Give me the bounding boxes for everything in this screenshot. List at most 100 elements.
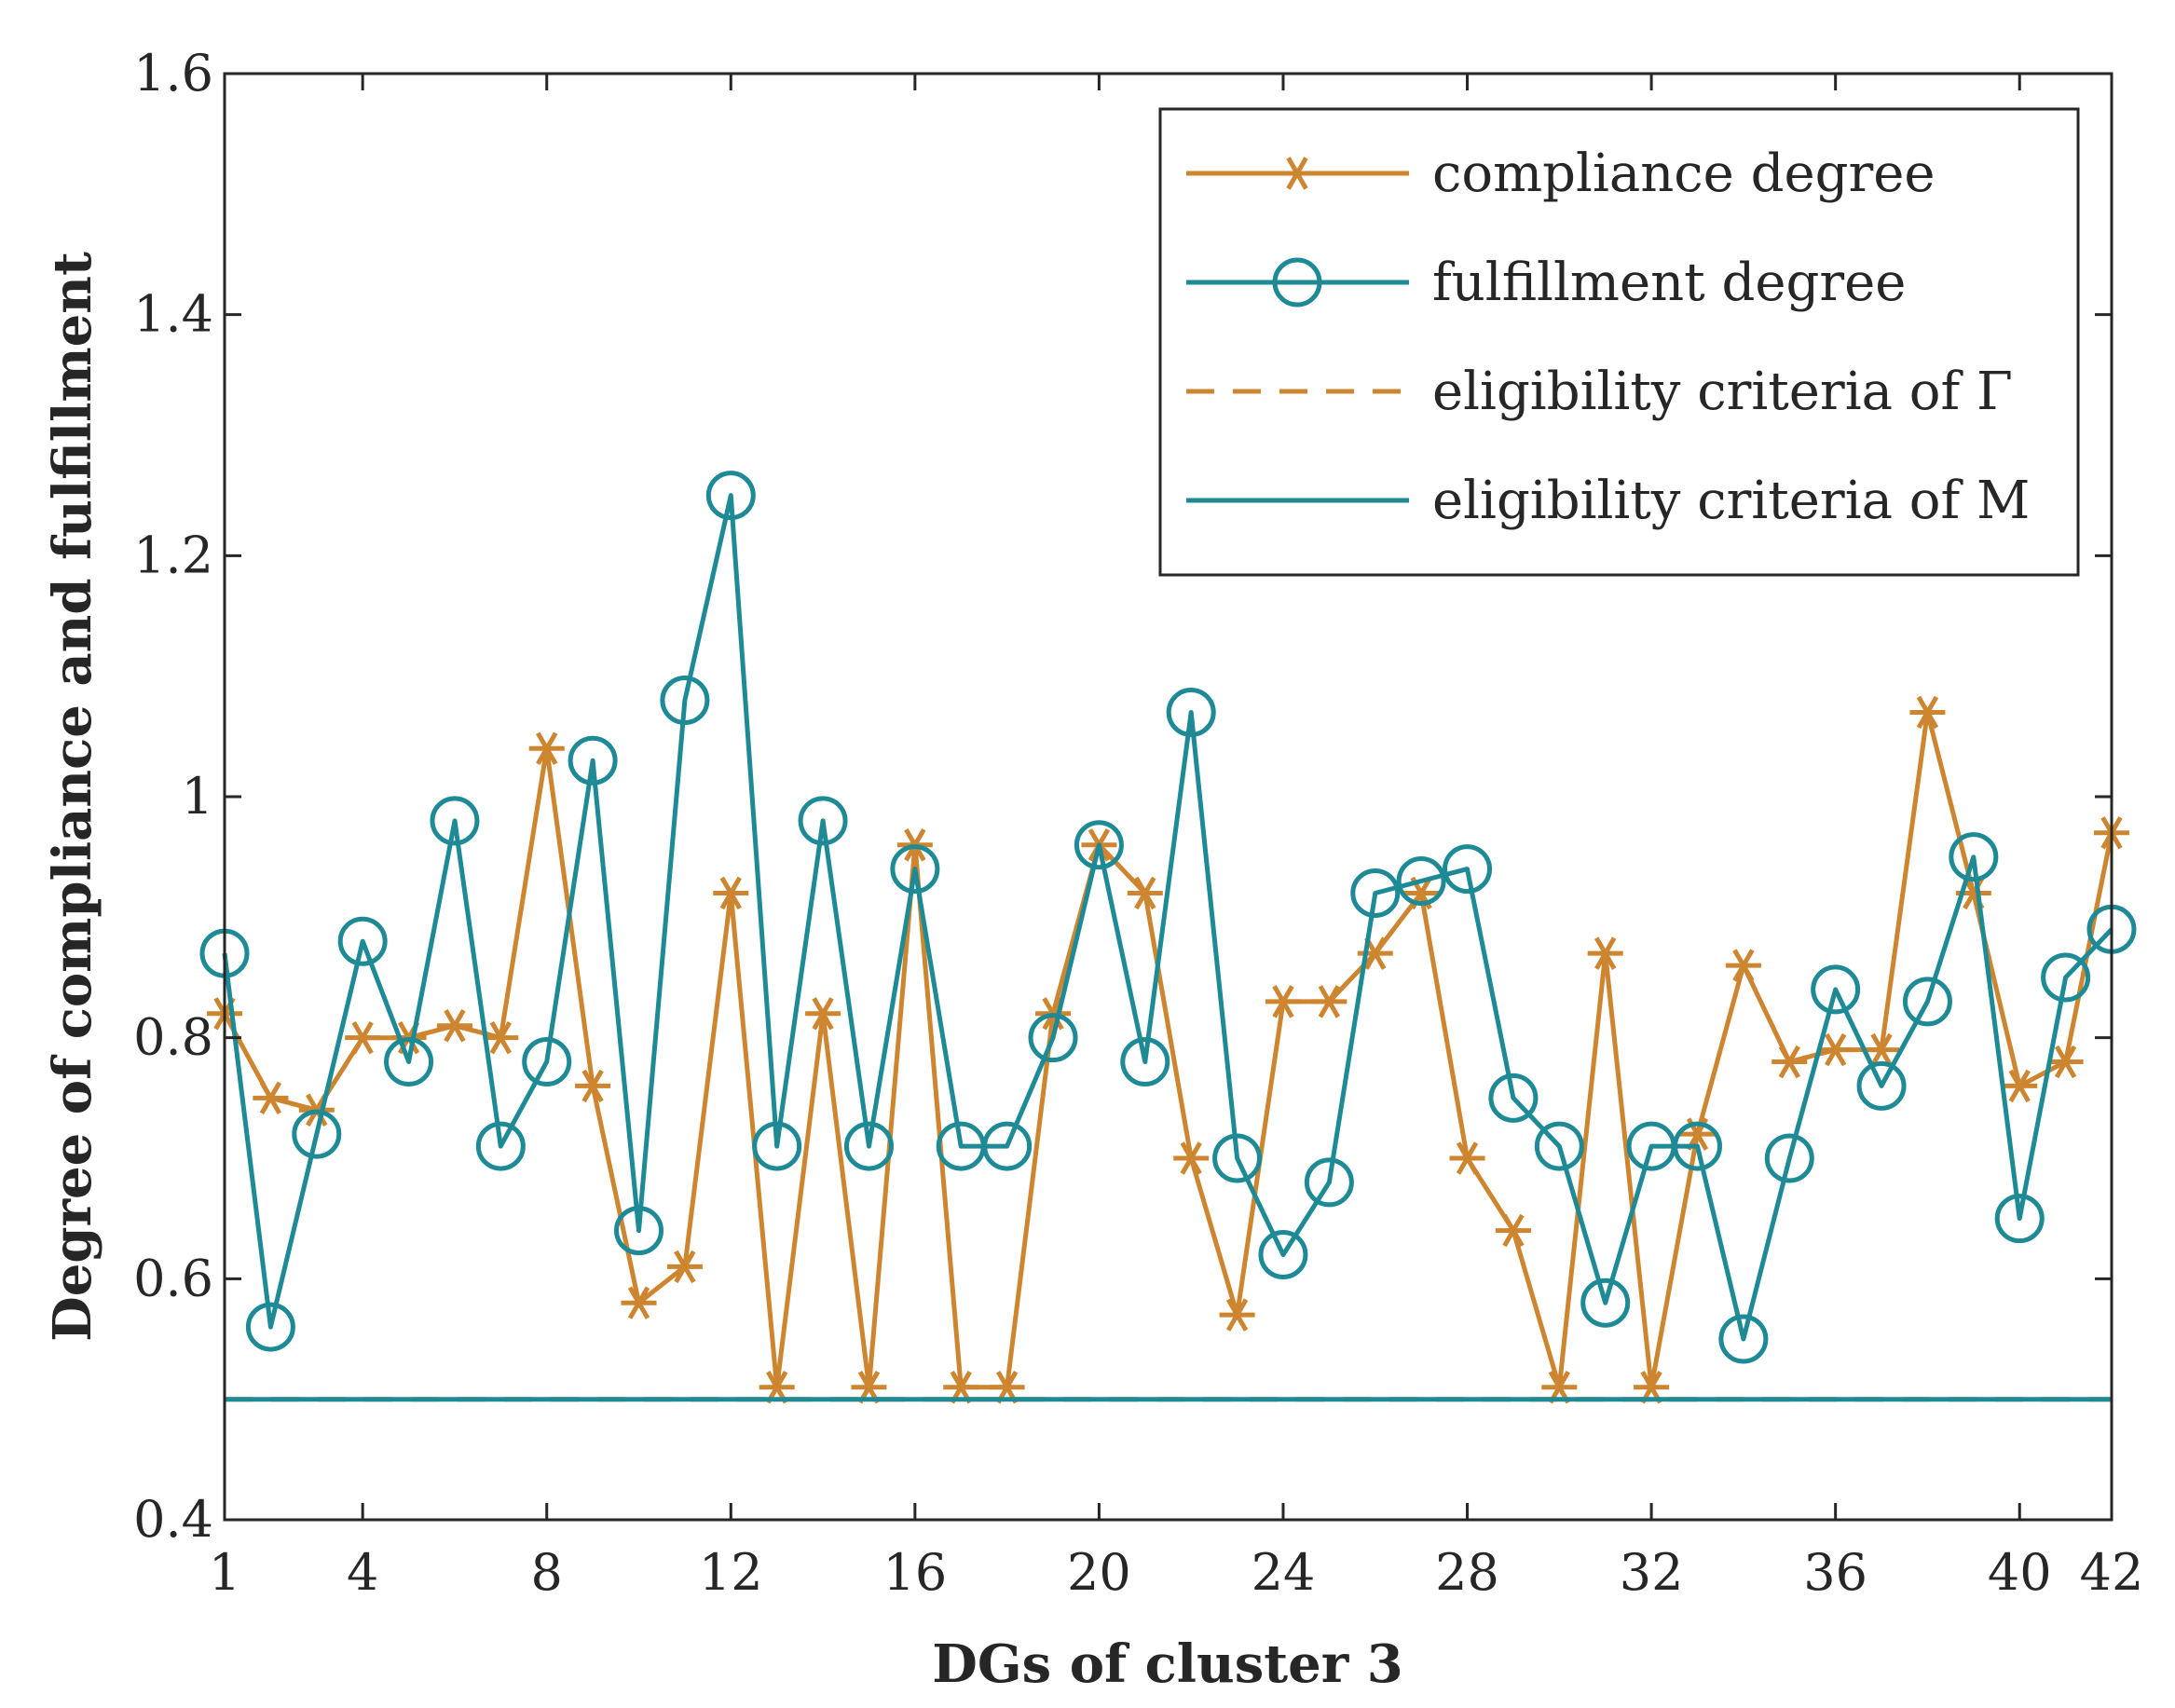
- x-tick-label-40: 40: [1988, 1543, 2052, 1602]
- series-2-point-34: [1718, 1314, 1769, 1364]
- series-1-point-37: [1864, 1032, 1900, 1067]
- x-tick-label-1: 1: [209, 1543, 240, 1602]
- series-2-point-19: [1028, 1013, 1078, 1063]
- legend-label-1: compliance degree: [1432, 143, 1936, 204]
- y-tick-label-2: 0.8: [133, 1008, 213, 1067]
- x-tick-label-12: 12: [699, 1543, 763, 1602]
- series-1-point-34: [1725, 949, 1761, 982]
- x-tick-label-20: 20: [1067, 1543, 1131, 1602]
- series-2-point-5: [384, 1037, 434, 1087]
- series-2-point-28: [1443, 844, 1493, 895]
- y-axis-title: Degree of compliance and fulfillment: [42, 252, 103, 1342]
- series-2-point-33: [1672, 1121, 1722, 1171]
- series-2-point-8: [522, 1037, 572, 1087]
- series-1-point-4: [345, 1020, 381, 1055]
- legend-box: [1158, 107, 2080, 577]
- x-tick-label-28: 28: [1435, 1543, 1499, 1602]
- series-2-point-25: [1304, 1157, 1354, 1208]
- series-1-point-36: [1817, 1032, 1854, 1067]
- series-2-point-39: [1949, 832, 1999, 882]
- series-1-point-28: [1449, 1141, 1485, 1175]
- series-line-2: [222, 493, 2113, 1342]
- series-2-point-9: [568, 735, 618, 786]
- series-2-point-16: [890, 844, 940, 895]
- x-tick-label-32: 32: [1620, 1543, 1684, 1602]
- legend-marker-1: [1279, 157, 1315, 190]
- series-2-point-7: [475, 1121, 526, 1171]
- series-1-point-21: [1127, 876, 1163, 910]
- series-2-point-37: [1856, 1060, 1907, 1111]
- series-2-point-6: [430, 796, 480, 846]
- x-tick-label-36: 36: [1803, 1543, 1867, 1602]
- legend-entry-4: eligibility criteria of M: [1186, 471, 2030, 531]
- legend-entry-1: compliance degree: [1186, 143, 1936, 204]
- series-1-point-29: [1495, 1213, 1531, 1248]
- y-tick-label-4: 1.2: [133, 526, 213, 584]
- x-tick-label-24: 24: [1252, 1543, 1316, 1602]
- series-2-point-26: [1350, 868, 1401, 918]
- series-2-point-12: [705, 471, 756, 521]
- series-1-point-38: [1909, 695, 1946, 730]
- legend-marker-2: [1272, 257, 1322, 307]
- series-2-point-15: [843, 1121, 894, 1171]
- series-2-point-21: [1120, 1037, 1170, 1087]
- legend-entry-3: eligibility criteria of Γ: [1186, 362, 2013, 422]
- y-tick-label-3: 1: [182, 767, 213, 826]
- series-2-point-23: [1212, 1133, 1263, 1183]
- series-2-point-36: [1811, 964, 1861, 1015]
- series-layer: [199, 471, 2137, 1404]
- series-1-point-11: [666, 1250, 703, 1284]
- legend-entry-2: fulfillment degree: [1186, 253, 1906, 313]
- legend-label-2: fulfillment degree: [1432, 253, 1906, 313]
- series-1-point-9: [575, 1069, 611, 1103]
- series-2-point-10: [614, 1206, 664, 1256]
- y-tick-label-6: 1.6: [133, 44, 213, 102]
- series-2-point-13: [752, 1121, 802, 1171]
- y-tick-label-1: 0.6: [133, 1249, 213, 1307]
- series-2-point-41: [2041, 952, 2091, 1003]
- series-2-point-27: [1396, 856, 1446, 907]
- series-2-point-40: [1994, 1194, 2045, 1244]
- x-tick-label-42: 42: [2080, 1543, 2144, 1602]
- legend: compliance degree fulfillment degree eligi…: [1158, 107, 2080, 577]
- y-tick-label-0: 0.4: [133, 1490, 213, 1549]
- axes-layer: 1 4 8 12 16 20 24 28 32 36 40 42 0.4 0.6 0.8 1 1.2 1.4 1.6: [133, 44, 2143, 1602]
- legend-label-3: eligibility criteria of Γ: [1432, 362, 2013, 422]
- legend-label-4: eligibility criteria of M: [1432, 471, 2030, 531]
- series-2-point-35: [1764, 1133, 1814, 1183]
- x-axis-title: DGs of cluster 3: [932, 1633, 1402, 1695]
- series-2-point-20: [1074, 820, 1124, 870]
- series-2-point-24: [1258, 1229, 1308, 1279]
- series-2-point-2: [245, 1302, 295, 1352]
- series-2-point-3: [292, 1109, 342, 1159]
- series-2-point-14: [798, 796, 848, 846]
- y-tick-label-5: 1.4: [133, 285, 213, 344]
- series-2-point-29: [1488, 1073, 1539, 1123]
- series-2-point-4: [337, 916, 388, 966]
- x-tick-label-4: 4: [347, 1543, 378, 1602]
- series-1-point-23: [1219, 1298, 1255, 1332]
- series-2-point-11: [660, 676, 710, 726]
- x-tick-label-8: 8: [531, 1543, 563, 1602]
- series-1-point-8: [528, 731, 565, 765]
- series-2-point-38: [1902, 977, 1952, 1027]
- series-1-point-22: [1173, 1141, 1210, 1175]
- series-1-point-24: [1265, 985, 1301, 1018]
- series-1-point-2: [253, 1081, 289, 1115]
- series-1-point-40: [2002, 1069, 2038, 1103]
- x-tick-label-16: 16: [882, 1543, 947, 1602]
- series-1-point-35: [1771, 1045, 1808, 1079]
- series-1-point-12: [713, 876, 749, 910]
- series-1-point-7: [483, 1020, 519, 1055]
- series-1-point-14: [805, 997, 841, 1031]
- series-1-point-10: [621, 1286, 657, 1319]
- series-1-point-31: [1587, 936, 1623, 970]
- series-1-point-6: [436, 1009, 472, 1043]
- series-1-point-25: [1311, 985, 1347, 1018]
- series-2-point-30: [1534, 1121, 1584, 1171]
- series-2-point-22: [1166, 687, 1216, 737]
- series-1-point-41: [2047, 1045, 2084, 1079]
- series-2-point-18: [982, 1121, 1033, 1171]
- series-2-point-31: [1580, 1278, 1631, 1328]
